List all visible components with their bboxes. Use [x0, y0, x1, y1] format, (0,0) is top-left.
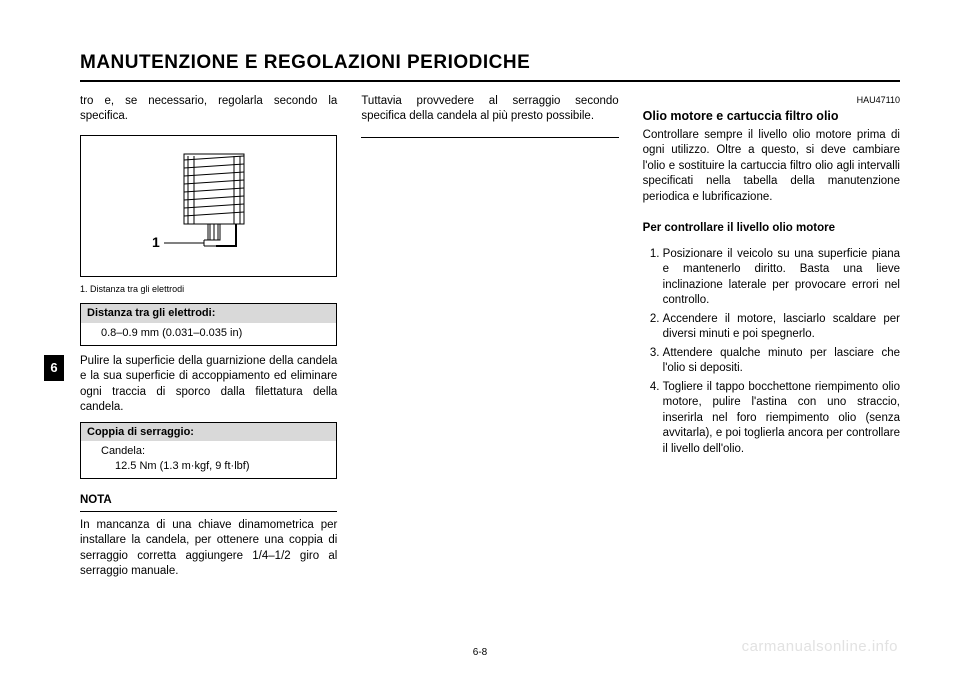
figure-label-1: 1 [152, 234, 160, 250]
spec-torque-body: Candela: 12.5 Nm (1.3 m·kgf, 9 ft·lbf) [87, 444, 330, 474]
column-2: Tuttavia provvedere al serraggio secondo… [361, 94, 618, 634]
column-1: tro e, se necessario, regolarla secondo … [80, 94, 337, 634]
manual-page: MANUTENZIONE E REGOLAZIONI PERIODICHE tr… [0, 0, 960, 679]
nota-rule [80, 511, 337, 512]
chapter-tab: 6 [44, 355, 64, 381]
spec-box-gap: Distanza tra gli elettrodi: 0.8–0.9 mm (… [80, 303, 337, 346]
col2-para: Tuttavia provvedere al serraggio secondo… [361, 94, 618, 125]
step-4: Togliere il tappo bocchettone riempiment… [663, 380, 900, 458]
spark-plug-figure: 1 [80, 135, 337, 277]
column-3: HAU47110 Olio motore e cartuccia filtro … [643, 94, 900, 634]
watermark-text: carmanualsonline.info [742, 637, 898, 657]
spec-gap-value: 0.8–0.9 mm (0.031–0.035 in) [87, 326, 330, 341]
oil-steps: Posizionare il veicolo su una superficie… [643, 247, 900, 461]
caption-text: Distanza tra gli elettrodi [90, 284, 184, 294]
spec-box-torque: Coppia di serraggio: Candela: 12.5 Nm (1… [80, 422, 337, 480]
col1-intro: tro e, se necessario, regolarla secondo … [80, 94, 337, 125]
spec-torque-value: 12.5 Nm (1.3 m·kgf, 9 ft·lbf) [101, 459, 330, 474]
step-2: Accendere il motore, lasciarlo scaldare … [663, 312, 900, 343]
oil-subheading: Per controllare il livello olio motore [643, 221, 900, 237]
nota-text: In mancanza di una chiave dinamometrica … [80, 518, 337, 580]
col2-end-rule [361, 137, 618, 138]
page-header: MANUTENZIONE E REGOLAZIONI PERIODICHE [80, 50, 900, 82]
spark-plug-svg: 1 [124, 146, 294, 266]
col1-para-clean: Pulire la superficie della guarnizione d… [80, 354, 337, 416]
spec-torque-label: Candela: [101, 444, 330, 459]
section-code: HAU47110 [643, 94, 900, 106]
nota-heading: NOTA [80, 493, 337, 509]
figure-caption: 1. Distanza tra gli elettrodi [80, 283, 337, 295]
caption-number: 1. [80, 284, 88, 294]
spec-gap-title: Distanza tra gli elettrodi: [81, 304, 336, 323]
oil-heading: Olio motore e cartuccia filtro olio [643, 108, 900, 125]
oil-intro: Controllare sempre il livello olio motor… [643, 128, 900, 206]
step-1: Posizionare il veicolo su una superficie… [663, 247, 900, 309]
spec-torque-title: Coppia di serraggio: [81, 423, 336, 442]
content-columns: tro e, se necessario, regolarla secondo … [80, 94, 900, 634]
step-3: Attendere qualche minuto per lasciare ch… [663, 346, 900, 377]
